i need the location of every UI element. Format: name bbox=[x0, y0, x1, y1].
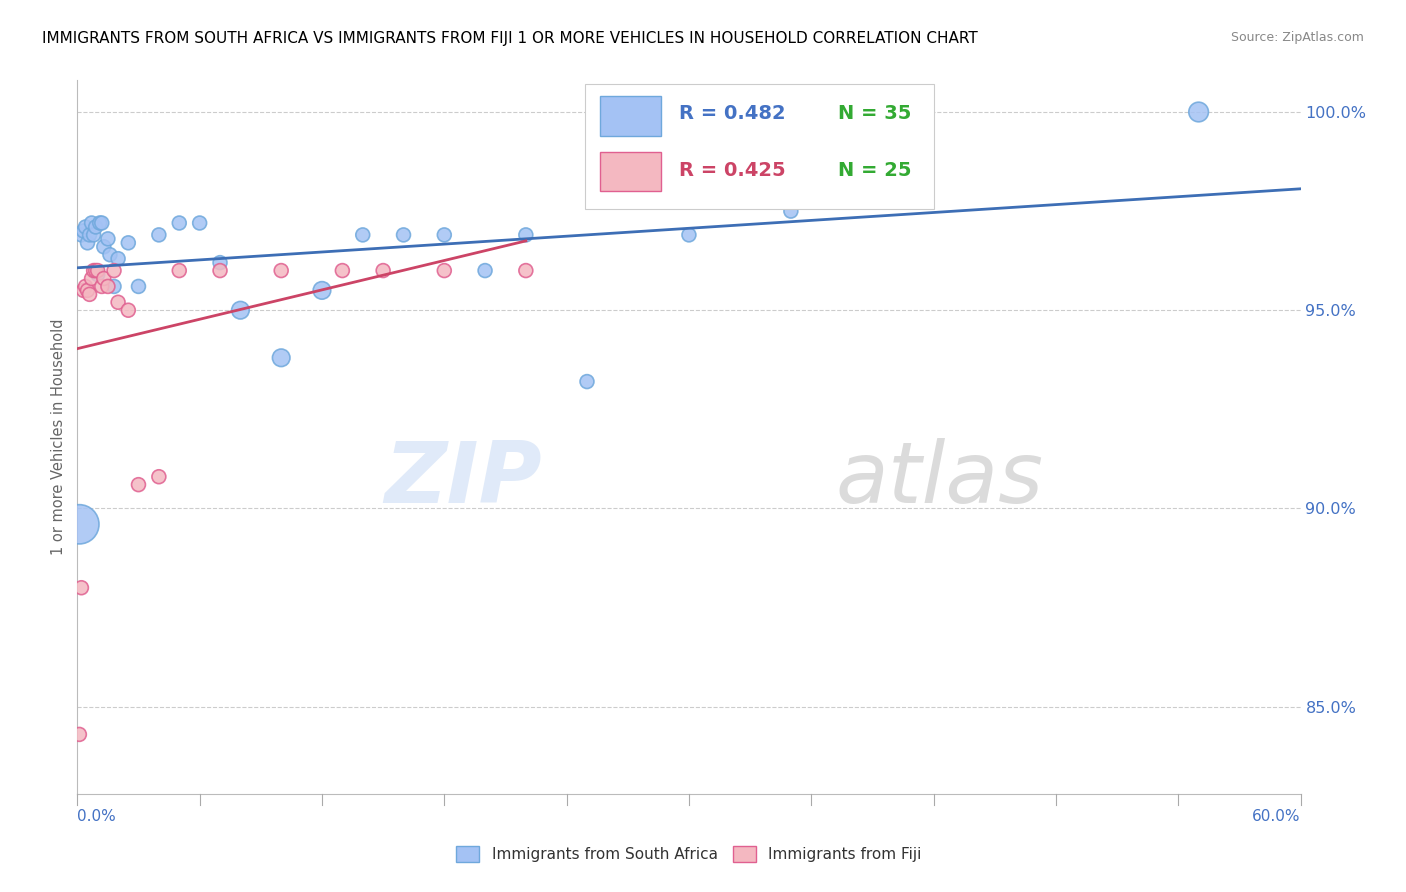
Point bbox=[84, 219, 107, 234]
Point bbox=[103, 263, 125, 277]
Point bbox=[1187, 105, 1209, 120]
Point bbox=[311, 284, 333, 298]
Point bbox=[93, 240, 115, 254]
Point bbox=[779, 204, 801, 219]
Text: 60.0%: 60.0% bbox=[1253, 809, 1301, 823]
Point bbox=[87, 263, 110, 277]
Y-axis label: 1 or more Vehicles in Household: 1 or more Vehicles in Household bbox=[51, 318, 66, 556]
Text: Source: ZipAtlas.com: Source: ZipAtlas.com bbox=[1230, 31, 1364, 45]
Point bbox=[103, 279, 125, 293]
Point bbox=[75, 219, 97, 234]
Text: N = 35: N = 35 bbox=[838, 104, 911, 123]
Text: IMMIGRANTS FROM SOUTH AFRICA VS IMMIGRANTS FROM FIJI 1 OR MORE VEHICLES IN HOUSE: IMMIGRANTS FROM SOUTH AFRICA VS IMMIGRAN… bbox=[42, 31, 979, 46]
Text: N = 25: N = 25 bbox=[838, 161, 911, 180]
Point bbox=[474, 263, 496, 277]
Point bbox=[188, 216, 211, 230]
Point bbox=[208, 255, 231, 269]
Text: R = 0.482: R = 0.482 bbox=[679, 104, 786, 123]
Point bbox=[90, 216, 112, 230]
Point bbox=[75, 279, 97, 293]
Point bbox=[678, 227, 700, 242]
Point bbox=[576, 375, 599, 389]
Point bbox=[97, 232, 120, 246]
Point bbox=[97, 279, 120, 293]
Point bbox=[89, 216, 111, 230]
Point bbox=[107, 252, 129, 266]
Point bbox=[80, 271, 103, 285]
Point bbox=[84, 263, 107, 277]
FancyBboxPatch shape bbox=[599, 152, 661, 191]
Point bbox=[87, 268, 110, 282]
Point bbox=[83, 263, 105, 277]
Point bbox=[208, 263, 231, 277]
Point bbox=[270, 351, 292, 365]
Point bbox=[72, 284, 94, 298]
Point bbox=[169, 263, 191, 277]
Point bbox=[93, 271, 115, 285]
Point bbox=[76, 284, 98, 298]
Text: 0.0%: 0.0% bbox=[77, 809, 117, 823]
Point bbox=[79, 227, 101, 242]
Point bbox=[107, 295, 129, 310]
Point bbox=[392, 227, 415, 242]
Point bbox=[433, 263, 456, 277]
Point bbox=[98, 248, 121, 262]
Point bbox=[148, 469, 170, 483]
FancyBboxPatch shape bbox=[599, 96, 661, 136]
Point bbox=[83, 227, 105, 242]
Point bbox=[90, 279, 112, 293]
Point bbox=[80, 216, 103, 230]
Point bbox=[127, 477, 149, 491]
Point bbox=[127, 279, 149, 293]
Point bbox=[70, 581, 93, 595]
Point bbox=[169, 216, 191, 230]
Point bbox=[515, 263, 537, 277]
Point bbox=[352, 227, 374, 242]
Point bbox=[270, 263, 292, 277]
Point bbox=[72, 224, 94, 238]
Text: ZIP: ZIP bbox=[384, 438, 543, 522]
Point bbox=[67, 727, 90, 741]
Point bbox=[332, 263, 354, 277]
Text: atlas: atlas bbox=[835, 438, 1043, 522]
Point bbox=[76, 235, 98, 250]
Point bbox=[515, 227, 537, 242]
Legend: Immigrants from South Africa, Immigrants from Fiji: Immigrants from South Africa, Immigrants… bbox=[450, 840, 928, 868]
FancyBboxPatch shape bbox=[585, 84, 934, 209]
Point bbox=[117, 235, 139, 250]
Point bbox=[70, 227, 93, 242]
Point bbox=[371, 263, 394, 277]
Point bbox=[117, 303, 139, 318]
Point bbox=[433, 227, 456, 242]
Point bbox=[148, 227, 170, 242]
Point bbox=[67, 517, 90, 532]
Point bbox=[229, 303, 252, 318]
Point bbox=[79, 287, 101, 301]
Text: R = 0.425: R = 0.425 bbox=[679, 161, 786, 180]
